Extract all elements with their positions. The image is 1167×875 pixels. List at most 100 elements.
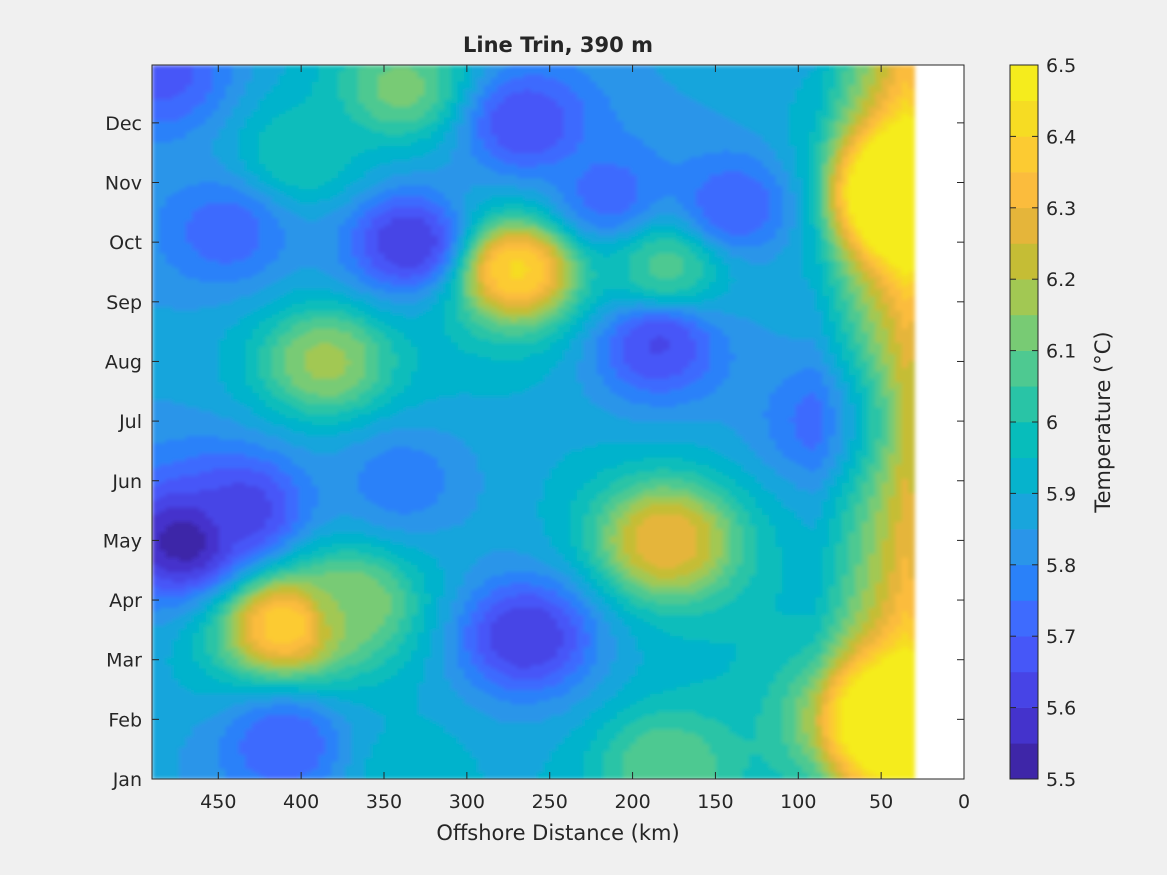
contour-cell <box>867 589 876 594</box>
contour-cell <box>828 503 836 508</box>
contour-cell <box>887 714 895 719</box>
contour-cell <box>794 693 803 698</box>
contour-cell <box>808 703 816 709</box>
contour-cell <box>881 195 889 200</box>
contour-cell <box>848 245 856 250</box>
contour-cell <box>848 66 856 71</box>
contour-cell <box>775 349 783 354</box>
contour-cell <box>854 378 862 383</box>
contour-cell <box>874 707 882 712</box>
contour-cell <box>814 492 823 497</box>
contour-cell <box>768 753 776 759</box>
contour-cell <box>881 167 889 172</box>
contour-cell <box>808 471 816 476</box>
contour-cell <box>881 718 889 723</box>
contour-cell <box>781 693 789 698</box>
contour-cell <box>841 614 849 619</box>
contour-cell <box>841 639 849 644</box>
contour-cell <box>834 220 842 225</box>
contour-cell <box>781 682 789 687</box>
contour-cell <box>801 317 809 322</box>
contour-cell <box>907 192 915 197</box>
contour-cell <box>768 675 776 680</box>
contour-cell <box>801 328 809 333</box>
contour-cell <box>794 170 803 175</box>
contour-cell <box>821 603 829 608</box>
contour-cell <box>881 109 889 114</box>
contour-cell <box>887 578 895 583</box>
contour-cell <box>761 127 770 132</box>
contour-cell <box>801 582 809 587</box>
contour-cell <box>874 732 882 737</box>
contour-cell <box>874 703 882 709</box>
contour-cell <box>814 596 823 601</box>
contour-cell <box>867 546 876 551</box>
contour-cell <box>808 403 816 408</box>
contour-cell <box>808 746 816 751</box>
contour-cell <box>894 267 902 272</box>
contour-cell <box>794 317 803 322</box>
contour-cell <box>854 589 862 594</box>
contour-cell <box>794 217 803 222</box>
contour-cell <box>748 481 756 487</box>
contour-cell <box>901 582 909 587</box>
contour-cell <box>748 685 756 691</box>
contour-cell <box>768 732 776 737</box>
contour-cell <box>861 725 869 730</box>
contour-cell <box>801 313 809 318</box>
contour-cell <box>894 453 902 458</box>
contour-cell <box>881 711 889 716</box>
contour-cell <box>755 514 763 519</box>
contour-cell <box>881 739 889 744</box>
contour-cell <box>801 736 809 741</box>
contour-cell <box>788 152 796 157</box>
contour-cell <box>814 295 823 301</box>
contour-cell <box>788 485 796 490</box>
contour-cell <box>755 413 763 419</box>
contour-cell <box>748 245 756 250</box>
contour-cell <box>775 424 783 429</box>
contour-cell <box>867 274 876 279</box>
contour-cell <box>794 374 803 379</box>
contour-cell <box>814 331 823 336</box>
contour-cell <box>794 231 803 236</box>
contour-cell <box>841 403 849 408</box>
contour-cell <box>821 73 829 79</box>
contour-cell <box>867 303 876 308</box>
contour-cell <box>814 539 823 544</box>
contour-cell <box>814 84 823 89</box>
contour-cell <box>768 718 776 723</box>
contour-cell <box>828 177 836 182</box>
contour-cell <box>808 306 816 311</box>
contour-cell <box>814 292 823 297</box>
contour-cell <box>874 635 882 641</box>
contour-cell <box>775 761 783 766</box>
contour-cell <box>821 485 829 490</box>
contour-cell <box>881 474 889 479</box>
contour-cell <box>794 496 803 501</box>
contour-cell <box>761 220 770 225</box>
contour-cell <box>848 363 856 369</box>
contour-cell <box>874 528 882 533</box>
contour-cell <box>821 464 829 469</box>
contour-cell <box>748 99 756 104</box>
contour-cell <box>874 449 882 454</box>
contour-cell <box>808 167 816 172</box>
contour-cell <box>901 478 909 483</box>
contour-cell <box>801 567 809 573</box>
contour-cell <box>821 750 829 755</box>
contour-cell <box>907 256 915 261</box>
contour-cell <box>821 718 829 723</box>
contour-cell <box>781 134 789 139</box>
contour-cell <box>788 678 796 683</box>
contour-cell <box>808 761 816 766</box>
contour-cell <box>894 439 902 444</box>
contour-cell <box>821 621 829 626</box>
contour-cell <box>854 328 862 333</box>
contour-cell <box>761 517 770 522</box>
contour-cell <box>814 109 823 114</box>
contour-cell <box>887 600 895 605</box>
contour-cell <box>748 617 756 623</box>
contour-cell <box>801 771 809 777</box>
contour-cell <box>794 267 803 272</box>
